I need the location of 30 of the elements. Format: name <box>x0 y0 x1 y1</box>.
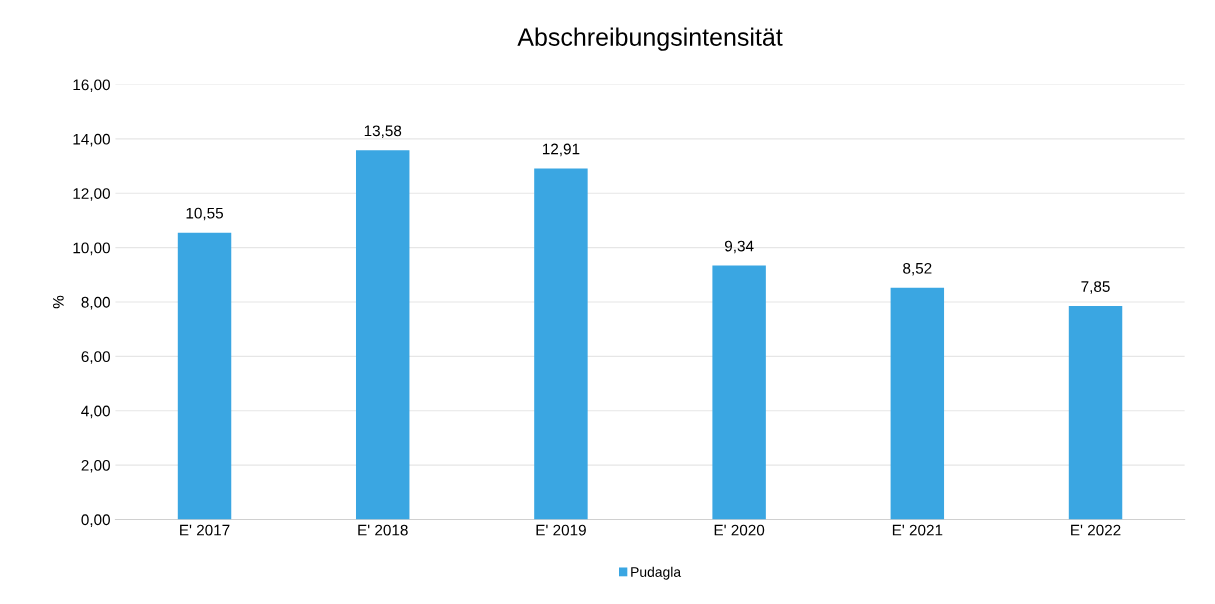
bar <box>177 232 232 520</box>
x-tick-label: E' 2017 <box>180 524 230 536</box>
bar <box>534 168 588 520</box>
data-label: 12,91 <box>542 143 580 157</box>
y-tick-label: 16,00 <box>73 79 110 93</box>
y-tick-label: 8,00 <box>81 296 110 310</box>
y-tick-label: 0,00 <box>81 514 110 527</box>
y-tick-label: 14,00 <box>73 133 110 147</box>
x-tick-label: E' 2020 <box>714 524 765 536</box>
y-tick-label: 10,00 <box>73 242 110 256</box>
data-label: 9,34 <box>724 240 754 254</box>
data-label: 13,58 <box>364 125 402 139</box>
y-tick-label: 4,00 <box>81 405 110 419</box>
legend-label: Pudagla <box>631 566 682 580</box>
data-label: 8,52 <box>903 262 932 276</box>
x-tick-label: E' 2021 <box>892 524 943 536</box>
bar <box>712 265 766 520</box>
x-tick-label: E' 2019 <box>536 524 586 536</box>
bar <box>1068 306 1123 520</box>
bar <box>356 150 410 520</box>
chart-title: Abschreibungsintensität <box>517 27 783 51</box>
y-tick-label: 2,00 <box>81 459 110 473</box>
y-tick-label: 6,00 <box>81 351 110 364</box>
x-tick-label: E' 2022 <box>1071 524 1121 536</box>
data-label: 10,55 <box>186 207 223 221</box>
y-axis-title: % <box>53 295 64 309</box>
bar <box>890 287 945 520</box>
x-tick-label: E' 2018 <box>358 524 408 536</box>
y-tick-label: 12,00 <box>73 188 110 201</box>
data-label: 7,85 <box>1081 281 1110 294</box>
